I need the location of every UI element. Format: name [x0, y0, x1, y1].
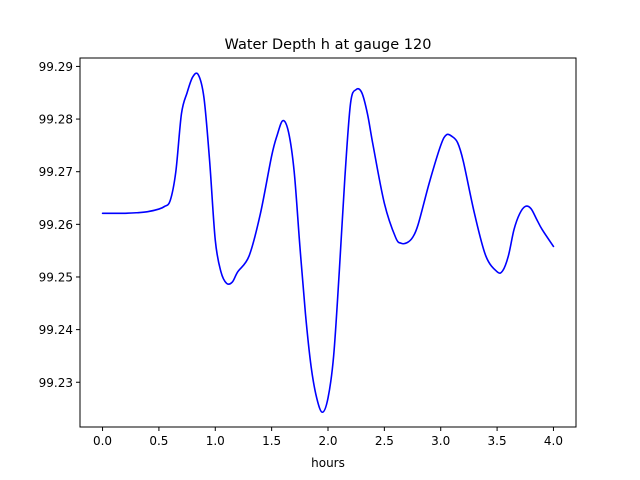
axes-frame	[79, 57, 577, 428]
y-tick-label: 99.25	[39, 270, 73, 284]
x-tick-label: 0.5	[149, 434, 168, 448]
x-tick-label: 2.0	[318, 434, 337, 448]
y-axis: 99.23 99.24 99.25 99.26 99.27 99.28 99.29	[39, 60, 80, 390]
plot-area	[101, 72, 555, 414]
x-axis: 0.0 0.5 1.0 1.5 2.0 2.5 3.0 3.5 4.0	[93, 427, 563, 448]
x-tick-label: 3.5	[488, 434, 507, 448]
y-tick-label: 99.29	[39, 60, 73, 74]
chart-title: Water Depth h at gauge 120	[225, 37, 432, 53]
x-tick-label: 0.0	[93, 434, 112, 448]
x-axis-label: hours	[311, 456, 345, 470]
x-tick-label: 1.0	[206, 434, 225, 448]
series-line-0	[101, 72, 555, 414]
y-tick-label: 99.23	[39, 376, 73, 390]
y-tick-label: 99.26	[39, 218, 73, 232]
x-tick-label: 1.5	[262, 434, 281, 448]
y-tick-label: 99.24	[39, 323, 73, 337]
x-tick-label: 2.5	[375, 434, 394, 448]
y-tick-label: 99.28	[39, 113, 73, 127]
x-tick-label: 3.0	[431, 434, 450, 448]
x-tick-label: 4.0	[544, 434, 563, 448]
y-tick-label: 99.27	[39, 165, 73, 179]
